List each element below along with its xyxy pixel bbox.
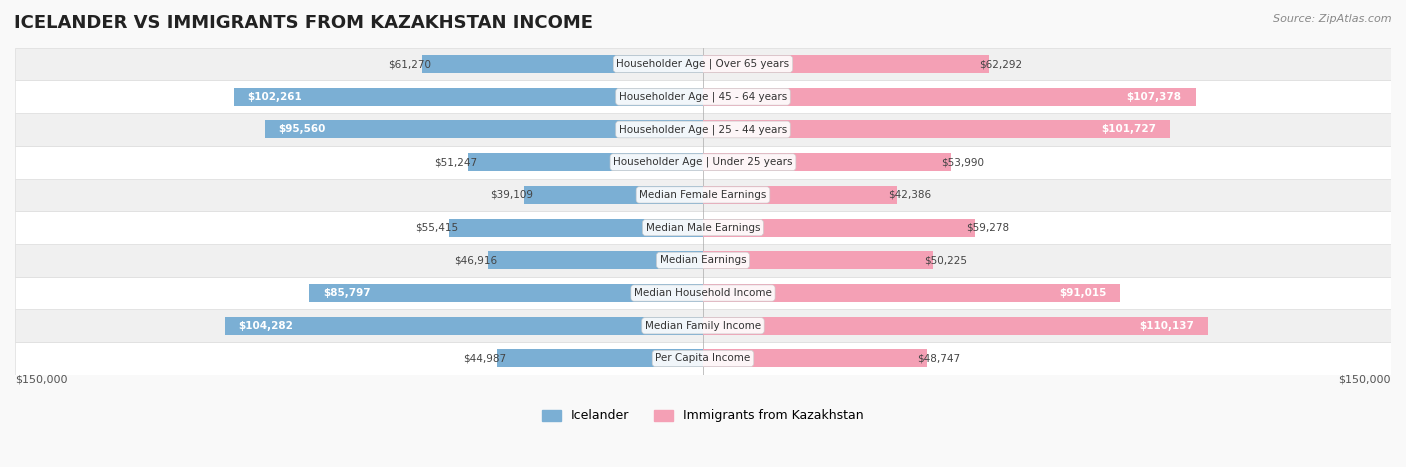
FancyBboxPatch shape <box>15 342 1391 375</box>
Text: $53,990: $53,990 <box>942 157 984 167</box>
Text: $110,137: $110,137 <box>1139 321 1195 331</box>
FancyBboxPatch shape <box>15 244 1391 277</box>
FancyBboxPatch shape <box>15 48 1391 80</box>
Text: $62,292: $62,292 <box>980 59 1022 69</box>
Text: $150,000: $150,000 <box>1339 375 1391 385</box>
Bar <box>703 349 927 368</box>
Text: $91,015: $91,015 <box>1059 288 1107 298</box>
Bar <box>233 88 703 106</box>
Bar <box>703 186 897 204</box>
Bar <box>703 284 1121 302</box>
Text: Householder Age | Over 65 years: Householder Age | Over 65 years <box>616 59 790 69</box>
Text: $102,261: $102,261 <box>247 92 302 102</box>
FancyBboxPatch shape <box>15 178 1391 211</box>
Bar <box>422 55 703 73</box>
Bar <box>703 219 974 237</box>
Bar <box>468 153 703 171</box>
Text: $50,225: $50,225 <box>924 255 967 265</box>
FancyBboxPatch shape <box>15 113 1391 146</box>
Bar <box>703 88 1195 106</box>
Legend: Icelander, Immigrants from Kazakhstan: Icelander, Immigrants from Kazakhstan <box>537 404 869 427</box>
Text: Median Male Earnings: Median Male Earnings <box>645 223 761 233</box>
Text: Householder Age | 25 - 44 years: Householder Age | 25 - 44 years <box>619 124 787 134</box>
Text: $107,378: $107,378 <box>1126 92 1182 102</box>
Text: $101,727: $101,727 <box>1101 125 1156 134</box>
Text: $150,000: $150,000 <box>15 375 67 385</box>
Bar <box>488 251 703 269</box>
Text: $46,916: $46,916 <box>454 255 496 265</box>
Bar <box>703 153 950 171</box>
Text: ICELANDER VS IMMIGRANTS FROM KAZAKHSTAN INCOME: ICELANDER VS IMMIGRANTS FROM KAZAKHSTAN … <box>14 14 593 32</box>
Text: Median Household Income: Median Household Income <box>634 288 772 298</box>
FancyBboxPatch shape <box>15 310 1391 342</box>
Bar <box>449 219 703 237</box>
Bar <box>309 284 703 302</box>
FancyBboxPatch shape <box>15 80 1391 113</box>
Text: Householder Age | 45 - 64 years: Householder Age | 45 - 64 years <box>619 92 787 102</box>
FancyBboxPatch shape <box>15 277 1391 310</box>
Text: Median Family Income: Median Family Income <box>645 321 761 331</box>
Text: $104,282: $104,282 <box>239 321 294 331</box>
Bar <box>523 186 703 204</box>
Text: Householder Age | Under 25 years: Householder Age | Under 25 years <box>613 157 793 168</box>
Text: $44,987: $44,987 <box>463 354 506 363</box>
Text: $39,109: $39,109 <box>489 190 533 200</box>
Bar <box>496 349 703 368</box>
Text: $42,386: $42,386 <box>889 190 931 200</box>
Bar <box>225 317 703 335</box>
FancyBboxPatch shape <box>15 211 1391 244</box>
Text: Source: ZipAtlas.com: Source: ZipAtlas.com <box>1274 14 1392 24</box>
Text: $59,278: $59,278 <box>966 223 1010 233</box>
Bar <box>703 251 934 269</box>
Text: $61,270: $61,270 <box>388 59 432 69</box>
Text: Median Earnings: Median Earnings <box>659 255 747 265</box>
Text: $85,797: $85,797 <box>323 288 371 298</box>
FancyBboxPatch shape <box>15 146 1391 178</box>
Text: $95,560: $95,560 <box>278 125 326 134</box>
Bar <box>264 120 703 139</box>
Text: Median Female Earnings: Median Female Earnings <box>640 190 766 200</box>
Bar <box>703 55 988 73</box>
Text: Per Capita Income: Per Capita Income <box>655 354 751 363</box>
Text: $55,415: $55,415 <box>415 223 458 233</box>
Text: $51,247: $51,247 <box>434 157 477 167</box>
Text: $48,747: $48,747 <box>917 354 960 363</box>
Bar <box>703 120 1170 139</box>
Bar <box>703 317 1208 335</box>
